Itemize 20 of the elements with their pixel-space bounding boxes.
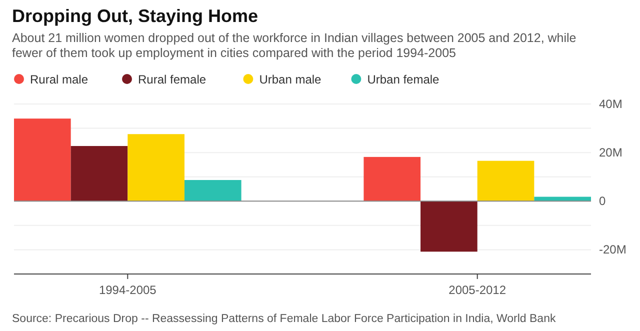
- y-tick-label: -20M: [599, 242, 626, 257]
- bar: [70, 146, 128, 202]
- source-note: Source: Precarious Drop -- Reassessing Patterns of Female Labor Force Participation in India, World Bank: [12, 313, 556, 325]
- y-tick-label: 40M: [599, 97, 622, 111]
- legend-label: Rural male: [30, 72, 88, 86]
- chart-subtitle: About 21 million women dropped out of the workforce in Indian villages between 2005 and 2012, while fewer of them took up employment in cities compared with the period 1994-2005: [12, 31, 576, 60]
- chart-title: Dropping Out, Staying Home: [12, 6, 258, 26]
- bar: [128, 134, 184, 202]
- bar: [477, 160, 534, 202]
- bar: [14, 118, 71, 202]
- legend-label: Rural female: [138, 72, 206, 86]
- bar: [184, 180, 242, 202]
- legend-label: Urban male: [259, 72, 322, 86]
- legend-label: Urban female: [367, 72, 440, 86]
- y-tick-label: 20M: [599, 146, 622, 160]
- x-tick-label: 2005-2012: [448, 283, 506, 297]
- bar: [420, 201, 478, 252]
- y-tick-label: 0: [599, 194, 606, 208]
- bar: [364, 156, 421, 202]
- x-tick-label: 1994-2005: [98, 283, 157, 297]
